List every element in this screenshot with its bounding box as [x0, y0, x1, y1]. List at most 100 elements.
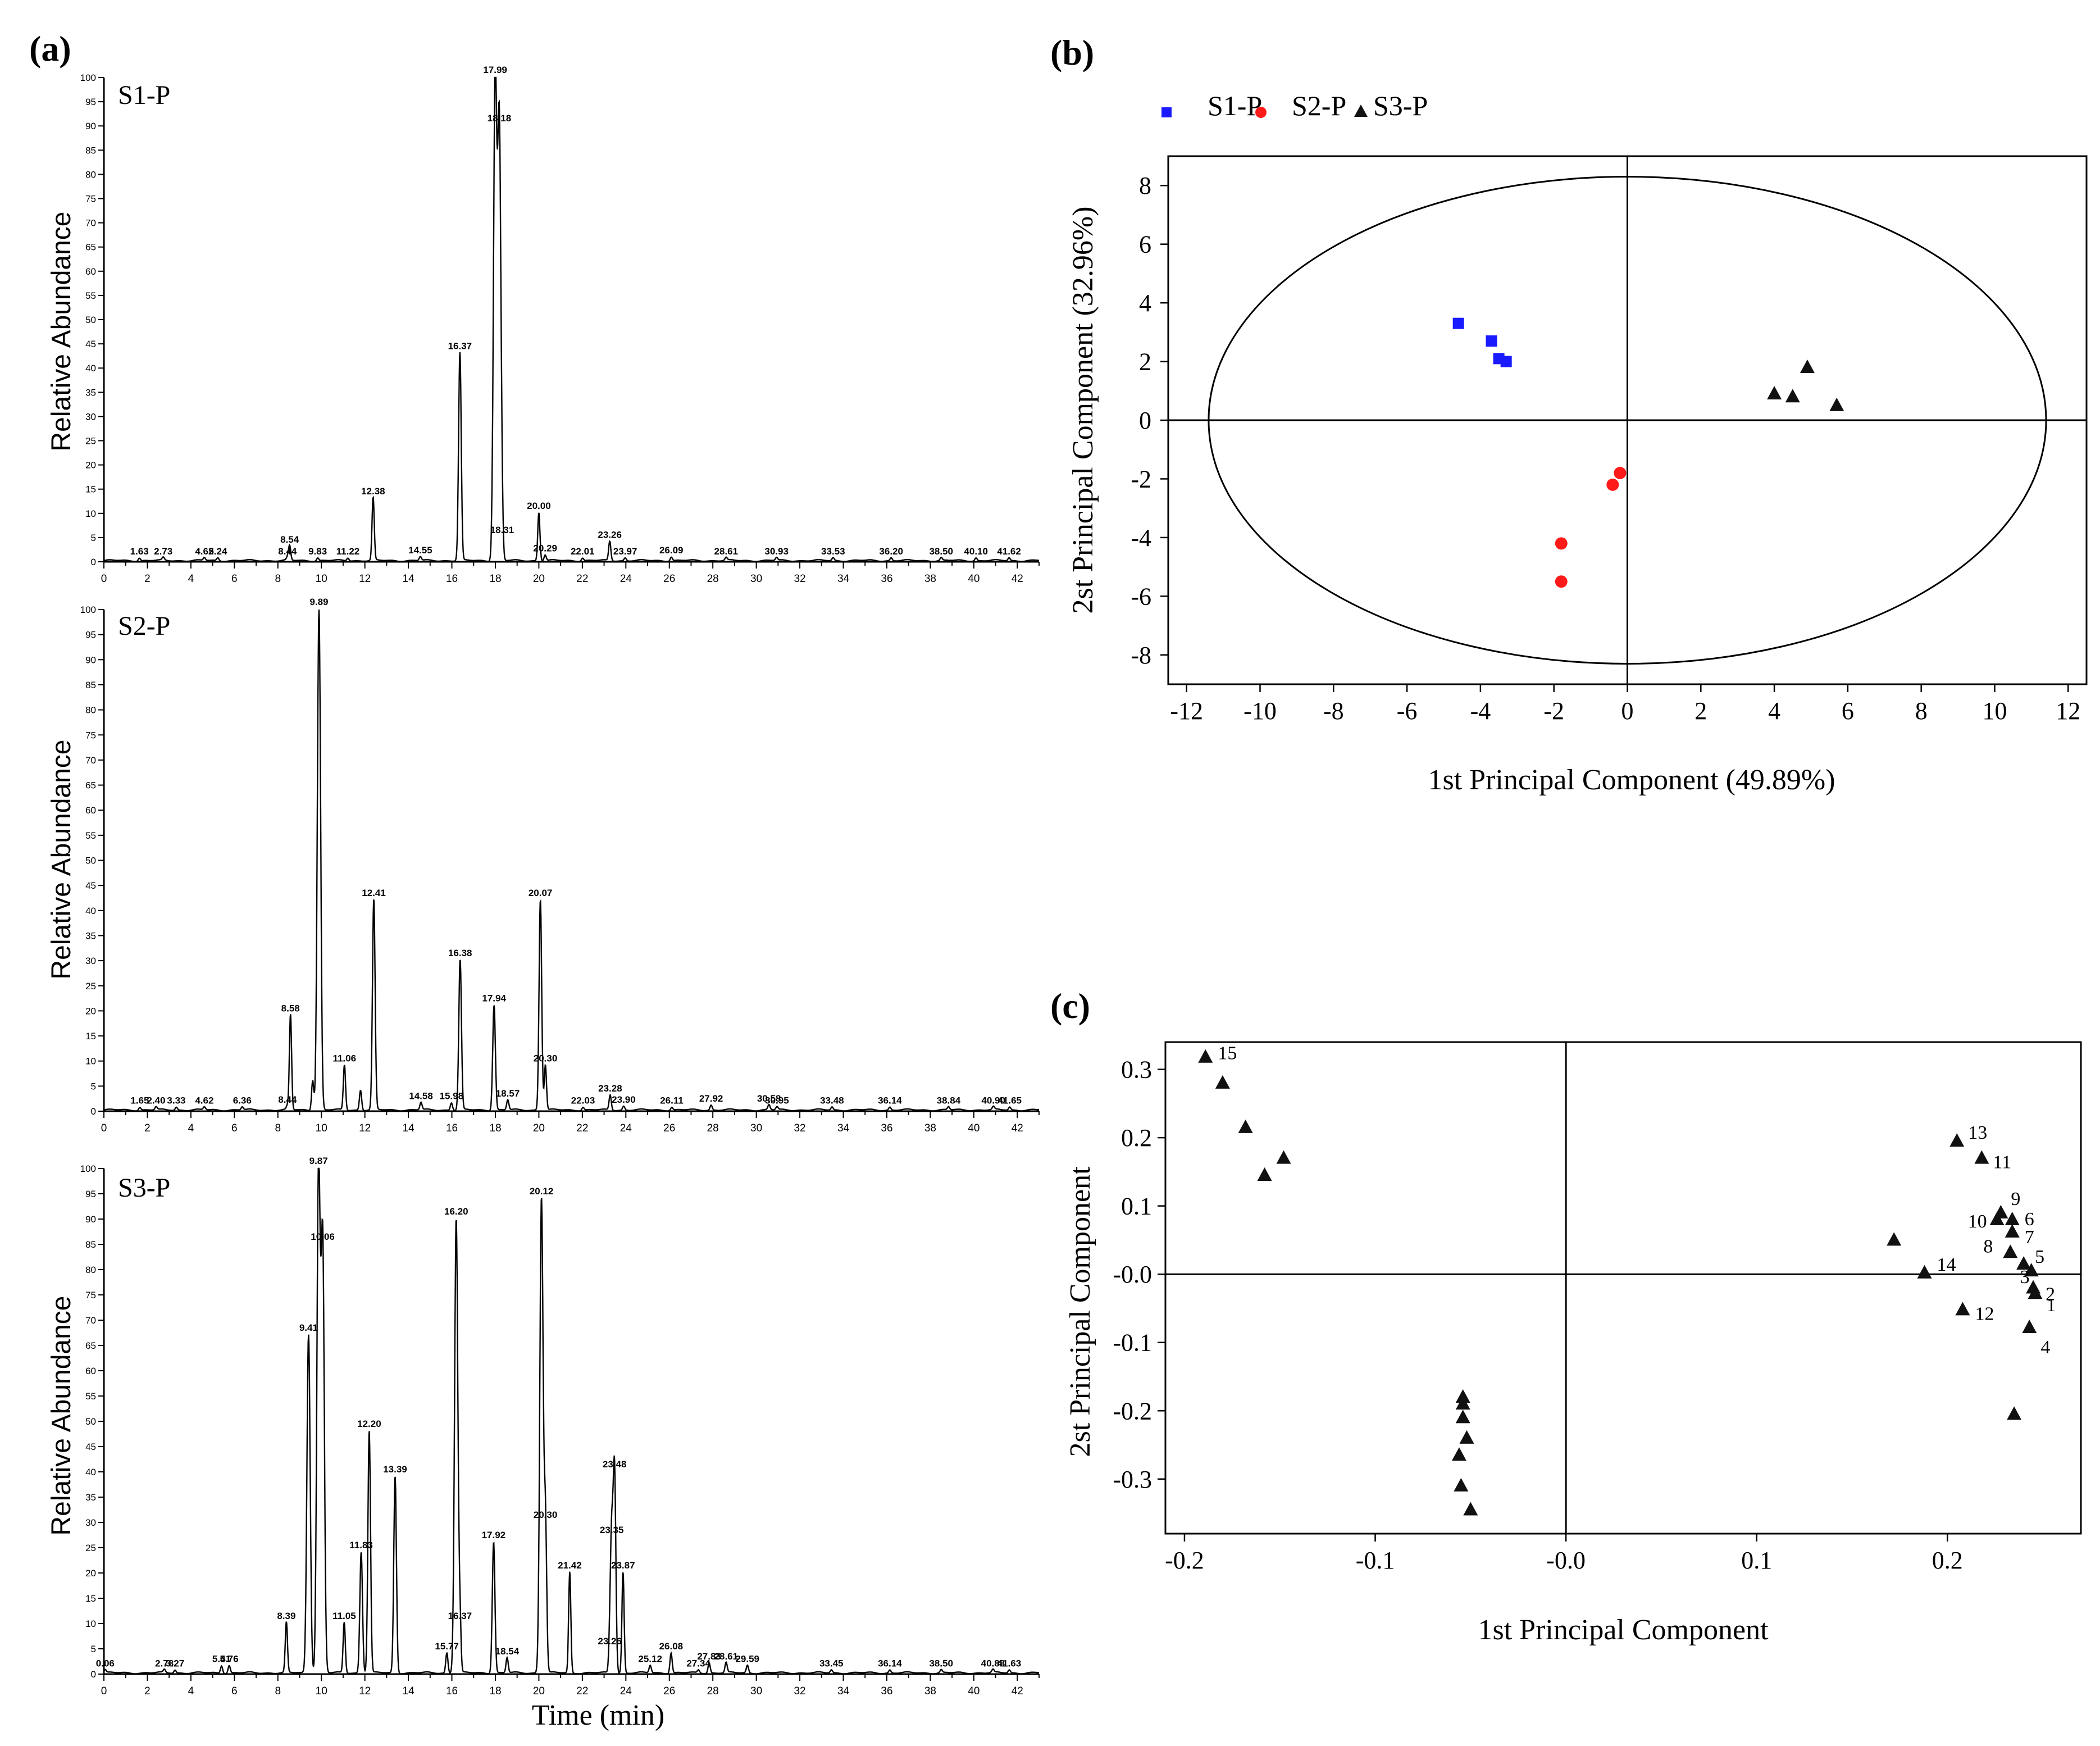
chromatogram-s1-peak-label: 20.29 [533, 543, 557, 554]
score-plot-ytick-label: 8 [1139, 172, 1151, 199]
chromatogram-s2-peak-label: 1.65 [130, 1095, 149, 1106]
loading-point [1949, 1133, 1965, 1147]
chromatogram-s2-ytick-label: 10 [85, 1056, 96, 1067]
loading-point [1454, 1477, 1469, 1492]
chromatogram-s3-peak-label: 41.63 [997, 1658, 1022, 1669]
chromatogram-s1-xtick-label: 34 [837, 573, 850, 585]
chromatogram-s1-xtick-label: 24 [620, 573, 632, 585]
chromatogram-s2-peak-label: 4.62 [195, 1095, 213, 1106]
loading-plot-ytick-label: 0.3 [1121, 1056, 1152, 1084]
chromatogram-s3-ytick-label: 50 [85, 1416, 96, 1427]
score-point-s3-p [1785, 389, 1800, 403]
loading-point [1955, 1302, 1970, 1316]
chromatogram-s1-ytick-label: 90 [85, 121, 96, 131]
chromatogram-s2-peak-label: 22.03 [571, 1095, 595, 1106]
chromatogram-s3-peak-label: 20.12 [530, 1186, 554, 1197]
chromatogram-s1-title: S1-P [118, 80, 170, 110]
chromatogram-s1-peak-label: 33.53 [821, 546, 845, 557]
chromatogram-s3-peak-label: 5.41 [212, 1654, 231, 1665]
chromatogram-s2-ytick-label: 45 [85, 880, 96, 891]
chromatogram-s3-ytick-label: 75 [85, 1290, 96, 1301]
chromatogram-s3-peak-label: 36.14 [878, 1658, 902, 1669]
score-plot-confidence-ellipse [1208, 176, 2047, 665]
chromatogram-s1-ytick-label: 0 [91, 557, 96, 567]
chromatogram-s2-peak-label: 27.92 [699, 1093, 723, 1104]
chromatogram-s3-ytick-label: 35 [85, 1492, 96, 1503]
score-plot: S1-P S2-P S3-P 1st Principal Component (… [1067, 90, 2088, 796]
chromatogram-s2-ytick-label: 15 [85, 1031, 96, 1042]
chromatogram-s2-ytick-label: 85 [85, 680, 96, 690]
chromatogram-s2-xtick-label: 14 [403, 1122, 415, 1134]
loading-point [1455, 1409, 1470, 1424]
chromatogram-s1-ytick-label: 100 [80, 72, 96, 83]
score-point-s3-p [1800, 360, 1815, 373]
chromatogram-s2-peak-label: 30.58 [757, 1093, 781, 1104]
chromatogram-s3-peak-label: 13.39 [383, 1464, 407, 1475]
chromatogram-s2-xtick-label: 10 [316, 1122, 327, 1134]
chromatogram-s1-xtick-label: 30 [750, 573, 762, 585]
loading-point [1451, 1447, 1466, 1461]
chromatogram-s1-peak-label: 5.24 [208, 546, 227, 557]
loading-point [1455, 1389, 1470, 1403]
chromatogram-s1-peak-label: 4.62 [195, 546, 213, 557]
score-plot-ylabel: 2st Principal Component (32.96%) [1067, 206, 1099, 613]
loading-point [1917, 1265, 1932, 1279]
score-point-s3-p [1767, 386, 1782, 399]
chromatogram-s1-ylabel: Relative Abundance [47, 212, 76, 452]
chromatogram-s2-ytick-label: 35 [85, 930, 96, 941]
chromatogram-s2-peak-label: 12.41 [362, 888, 386, 898]
chromatogram-s3-peak-label: 28.61 [714, 1651, 739, 1662]
chromatogram-s2-trace [103, 609, 1039, 1112]
chromatogram-s1-xtick-label: 32 [794, 573, 805, 585]
chromatogram-s2-xtick-label: 4 [188, 1122, 194, 1134]
chromatogram-s3-xtick-label: 40 [968, 1685, 980, 1697]
chromatogram-s2-ytick-label: 90 [85, 654, 96, 665]
chromatogram-s3-peak-label: 10.06 [311, 1231, 335, 1242]
score-plot-xtick-label: -10 [1243, 697, 1277, 725]
loading-point-label: 7 [2025, 1227, 2034, 1248]
chromatogram-s2-ytick-label: 25 [85, 981, 96, 992]
chromatogram-s3-ytick-label: 25 [85, 1543, 96, 1553]
score-plot-xtick-label: 10 [1983, 697, 2007, 725]
chromatogram-s2-peak-label: 15.98 [439, 1091, 463, 1102]
chromatogram-s3-peak-label: 27.34 [686, 1658, 710, 1669]
chromatogram-s3-peak-label: 27.83 [697, 1651, 721, 1662]
score-plot-xtick-label: 4 [1768, 697, 1780, 725]
panel-label-a: (a) [29, 29, 71, 69]
chromatogram-s3-xtick-label: 0 [101, 1685, 107, 1697]
chromatogram-s2-xtick-label: 8 [275, 1122, 281, 1134]
loading-point-label: 8 [1983, 1236, 1993, 1257]
chromatogram-s1-peak-label: 22.01 [571, 546, 595, 557]
chromatogram-s2-peak-label: 38.84 [937, 1095, 961, 1106]
loading-point-label: 6 [2025, 1209, 2034, 1230]
score-plot-legend-s1: S1-P [1208, 90, 1262, 121]
score-plot-xtick-label: -4 [1470, 697, 1491, 725]
chromatogram-s2-peak-label: 23.90 [612, 1094, 636, 1105]
loading-plot-frame [1164, 1041, 2082, 1535]
loading-point [1989, 1211, 2005, 1225]
loading-point [2024, 1263, 2039, 1277]
loading-plot-ytick-label: -0.2 [1113, 1397, 1152, 1425]
loading-point [1974, 1150, 1989, 1164]
chromatogram-s2-ytick-label: 40 [85, 906, 96, 916]
chromatogram-s3-peak-label: 26.08 [659, 1641, 684, 1652]
chromatogram-s3-peak-label: 16.37 [448, 1611, 472, 1621]
score-plot-ytick-label: -8 [1131, 642, 1151, 669]
loading-point-label: 2 [2046, 1284, 2055, 1305]
chromatogram-s3-peak-label: 0.06 [96, 1658, 115, 1669]
chromatogram-s3-ytick-label: 90 [85, 1214, 96, 1225]
chromatogram-s2-xtick-label: 22 [576, 1122, 588, 1134]
chromatogram-s3-peak-label: 2.78 [155, 1658, 174, 1669]
chromatogram-s2-ytick-label: 100 [80, 604, 96, 615]
chromatogram-s3-peak-label: 11.05 [332, 1611, 356, 1621]
score-plot-ytick-label: -6 [1131, 583, 1151, 610]
chromatogram-s3-peak-label: 3.27 [166, 1658, 184, 1669]
chromatogram-s3-ytick-label: 85 [85, 1239, 96, 1250]
chromatogram-s2: S2-P Relative Abundance 0510152025303540… [47, 597, 1040, 1134]
chromatogram-s1-peak-label: 18.31 [490, 525, 514, 535]
chromatogram-s3-peak-label: 9.87 [309, 1156, 328, 1166]
loading-point-label: 3 [2020, 1267, 2030, 1288]
chromatogram-s1-trace [103, 76, 1039, 562]
chromatogram-s3-xtick-label: 14 [403, 1685, 415, 1697]
chromatogram-s3-peak-label: 25.12 [638, 1654, 662, 1665]
